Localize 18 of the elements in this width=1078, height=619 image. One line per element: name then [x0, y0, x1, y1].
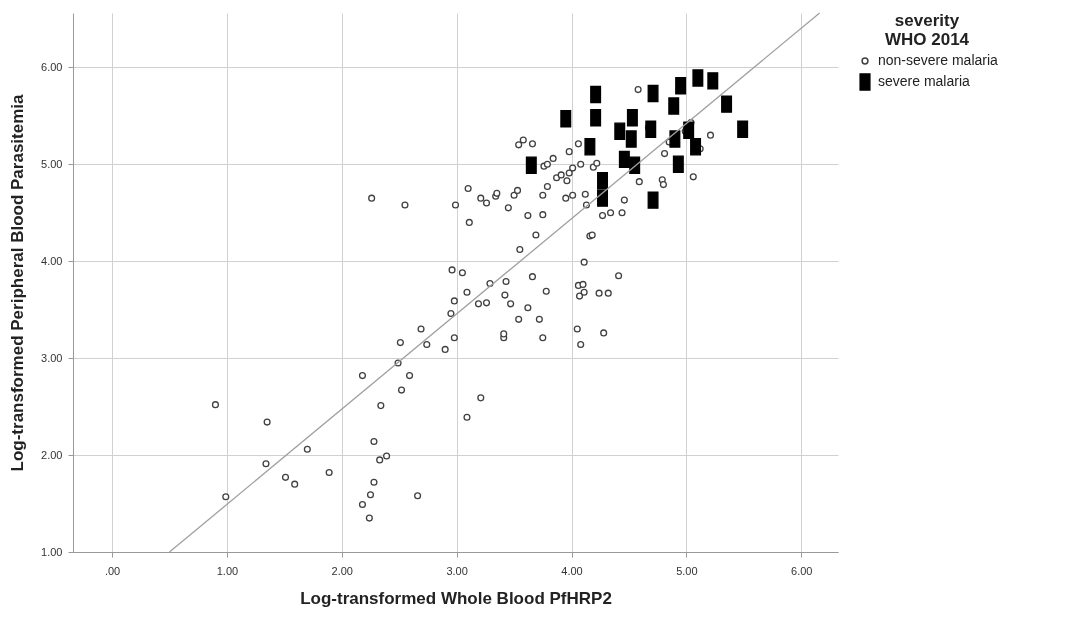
y-tick-label: 6.00 — [41, 60, 63, 73]
y-tick-label: 4.00 — [41, 254, 63, 267]
y-tick-label: 1.00 — [41, 545, 63, 558]
x-tick-label: 3.00 — [446, 564, 468, 577]
x-axis-title: Log-transformed Whole Blood PfHRP2 — [300, 588, 612, 608]
y-tick-label: 3.00 — [41, 351, 63, 364]
y-tick-label: 5.00 — [41, 157, 63, 170]
y-axis-title: Log-transformed Peripheral Blood Parasitemia — [8, 93, 28, 472]
legend-title: severity WHO 2014 — [884, 11, 970, 49]
y-tick-label: 2.00 — [41, 448, 63, 461]
x-tick-label: 4.00 — [561, 564, 583, 577]
legend-label: non-severe malaria — [878, 52, 999, 68]
x-tick-label: 6.00 — [791, 564, 813, 577]
x-tick-label: 1.00 — [216, 564, 239, 577]
x-tick-label: .00 — [104, 564, 121, 577]
x-tick-label: 2.00 — [331, 564, 353, 577]
legend-label: severe malaria — [878, 73, 971, 89]
x-tick-label: 5.00 — [676, 564, 698, 577]
